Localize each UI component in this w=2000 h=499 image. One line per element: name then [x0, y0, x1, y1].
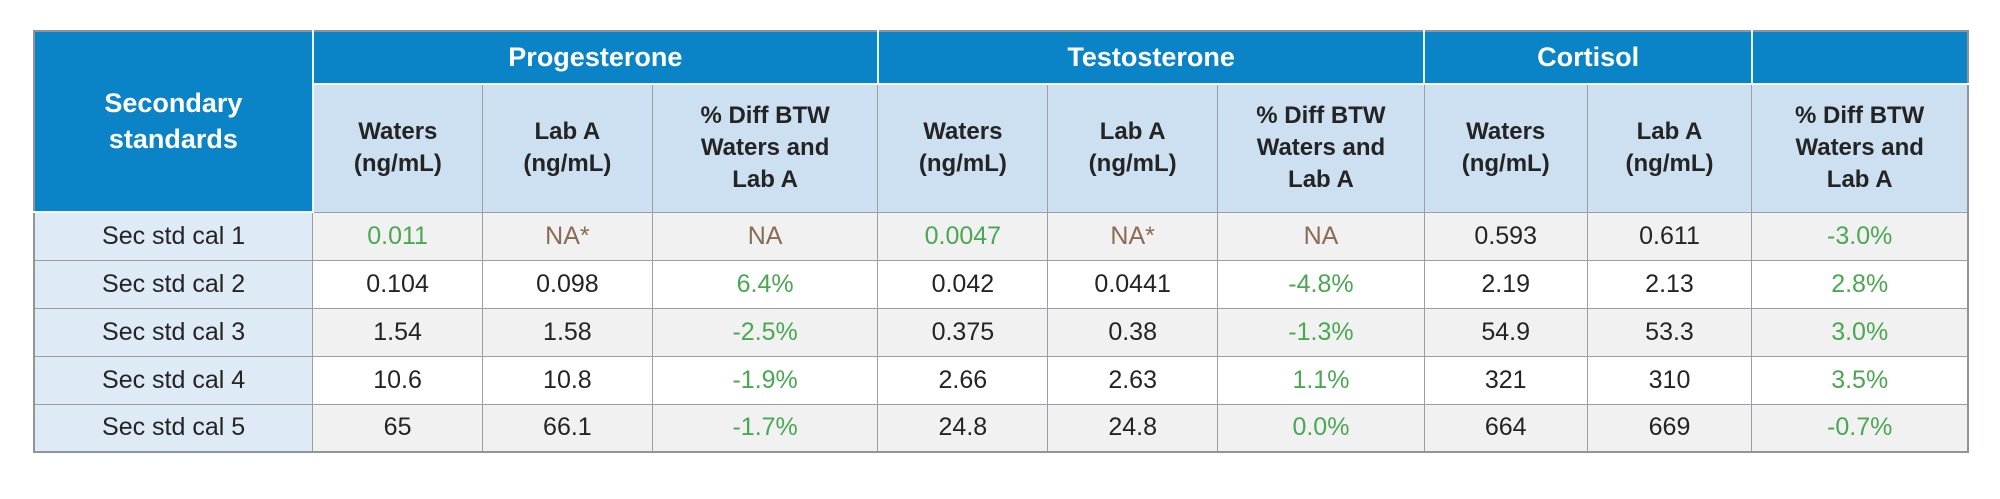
- value-cell: 0.375: [877, 307, 1049, 357]
- value-cell: 1.1%: [1217, 355, 1425, 405]
- value-cell: 3.0%: [1751, 307, 1969, 357]
- value-cell: NA*: [1047, 211, 1219, 261]
- value-cell: 1.54: [312, 307, 483, 357]
- value-cell: 6.4%: [651, 259, 879, 309]
- value-cell: 0.611: [1586, 211, 1753, 261]
- value-cell: 10.8: [481, 355, 653, 405]
- group-header-row: Secondary standards Progesterone Testost…: [34, 31, 1969, 213]
- value-cell: 0.042: [877, 259, 1049, 309]
- corner-header-secondary-standards: Secondary standards: [34, 31, 314, 213]
- secondary-standards-table: Secondary standards Progesterone Testost…: [33, 30, 1969, 453]
- value-cell: -3.0%: [1751, 211, 1969, 261]
- value-cell: 24.8: [1047, 403, 1219, 453]
- value-cell: 0.38: [1047, 307, 1219, 357]
- value-cell: 0.0047: [877, 211, 1049, 261]
- value-cell: 66.1: [481, 403, 653, 453]
- value-cell: 10.6: [312, 355, 483, 405]
- value-cell: -1.7%: [651, 403, 879, 453]
- value-cell: 2.13: [1586, 259, 1753, 309]
- sub-header-row: Waters (ng/mL) Lab A (ng/mL) % Diff BTW …: [34, 83, 1969, 213]
- value-cell: 2.8%: [1751, 259, 1969, 309]
- table-row: Sec std cal 3 1.54 1.58 -2.5% 0.375 0.38 -1.3%…: [33, 307, 1969, 357]
- value-cell: NA: [651, 211, 879, 261]
- row-label: Sec std cal 3: [33, 307, 314, 357]
- value-cell: -0.7%: [1751, 403, 1969, 453]
- subheader-cort-waters: Waters (ng/mL): [1423, 83, 1588, 213]
- row-label: Sec std cal 2: [33, 259, 314, 309]
- value-cell: 2.66: [877, 355, 1049, 405]
- table-row: Sec std cal 2 0.104 0.098 6.4% 0.042 0.0441 -4…: [33, 259, 1969, 309]
- value-cell: 0.0%: [1217, 403, 1425, 453]
- subheader-cort-pctdiff: % Diff BTW Waters and Lab A: [1751, 83, 1969, 213]
- row-label: Sec std cal 1: [33, 211, 314, 261]
- subheader-test-pctdiff: % Diff BTW Waters and Lab A: [1217, 83, 1425, 213]
- value-cell: 310: [1586, 355, 1753, 405]
- group-header-progesterone: Progesterone: [312, 31, 879, 85]
- value-cell: 664: [1423, 403, 1588, 453]
- subheader-prog-laba: Lab A (ng/mL): [481, 83, 653, 213]
- subheader-test-waters: Waters (ng/mL): [877, 83, 1049, 213]
- subheader-prog-pctdiff: % Diff BTW Waters and Lab A: [651, 83, 879, 213]
- value-cell: -2.5%: [651, 307, 879, 357]
- subheader-cort-laba: Lab A (ng/mL): [1586, 83, 1753, 213]
- value-cell: 1.58: [481, 307, 653, 357]
- value-cell: 2.19: [1423, 259, 1588, 309]
- value-cell: 0.104: [312, 259, 483, 309]
- row-label: Sec std cal 4: [33, 355, 314, 405]
- value-cell: 0.593: [1423, 211, 1588, 261]
- value-cell: 0.011: [312, 211, 483, 261]
- value-cell: 321: [1423, 355, 1588, 405]
- value-cell: 2.63: [1047, 355, 1219, 405]
- value-cell: 53.3: [1586, 307, 1753, 357]
- value-cell: NA: [1217, 211, 1425, 261]
- value-cell: 0.098: [481, 259, 653, 309]
- value-cell: NA*: [481, 211, 653, 261]
- group-header-cortisol: Cortisol: [1423, 31, 1753, 85]
- value-cell: -1.3%: [1217, 307, 1425, 357]
- table-body: Sec std cal 1 0.011 NA* NA 0.0047 NA* NA 0.593 0…: [33, 211, 1969, 453]
- value-cell: -4.8%: [1217, 259, 1425, 309]
- table-row: Sec std cal 5 65 66.1 -1.7% 24.8 24.8 0.0% 664 6…: [33, 403, 1969, 453]
- value-cell: 54.9: [1423, 307, 1588, 357]
- value-cell: 65: [312, 403, 483, 453]
- group-header-empty: [1751, 31, 1969, 85]
- value-cell: -1.9%: [651, 355, 879, 405]
- subheader-prog-waters: Waters (ng/mL): [312, 83, 483, 213]
- value-cell: 3.5%: [1751, 355, 1969, 405]
- row-label: Sec std cal 5: [33, 403, 314, 453]
- subheader-test-laba: Lab A (ng/mL): [1047, 83, 1219, 213]
- table-row: Sec std cal 4 10.6 10.8 -1.9% 2.66 2.63 1.1% 32…: [33, 355, 1969, 405]
- value-cell: 24.8: [877, 403, 1049, 453]
- group-header-testosterone: Testosterone: [877, 31, 1426, 85]
- value-cell: 0.0441: [1047, 259, 1219, 309]
- value-cell: 669: [1586, 403, 1753, 453]
- table-row: Sec std cal 1 0.011 NA* NA 0.0047 NA* NA 0.593 0…: [33, 211, 1969, 261]
